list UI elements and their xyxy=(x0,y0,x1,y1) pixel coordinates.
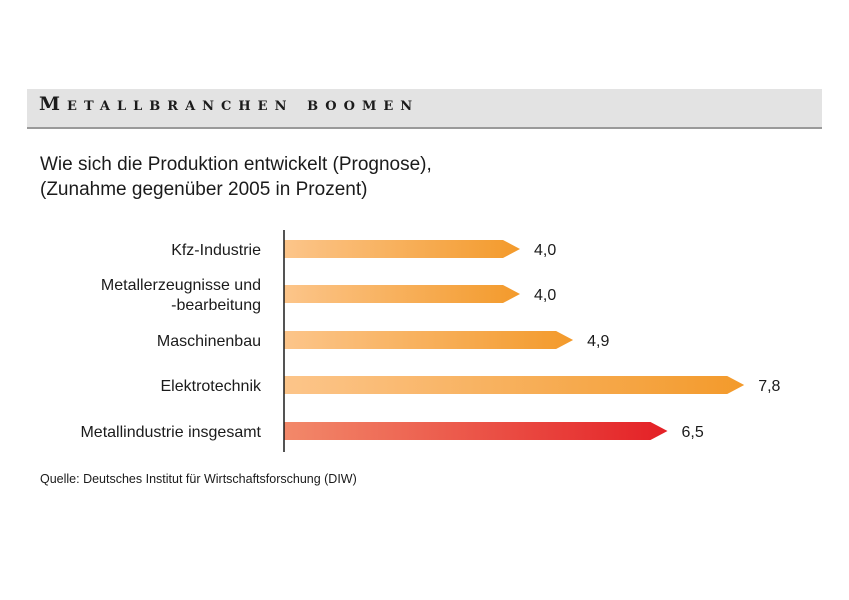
title-band: Metallbranchen boomen xyxy=(27,89,822,129)
subtitle-line-2: (Zunahme gegenüber 2005 in Prozent) xyxy=(40,179,368,200)
value-label-3: 7,8 xyxy=(758,378,780,395)
subtitle-line-1: Wie sich die Produktion entwickelt (Prog… xyxy=(40,154,432,175)
chart-title: Metallbranchen boomen xyxy=(39,93,420,115)
bar-0 xyxy=(284,240,520,258)
bar-2 xyxy=(284,331,574,349)
category-label-1: Metallerzeugnisse und -bearbeitung xyxy=(101,277,261,314)
value-label-0: 4,0 xyxy=(534,242,556,259)
value-label-2: 4,9 xyxy=(587,333,609,350)
category-label-2: Maschinenbau xyxy=(157,333,261,350)
bar-4 xyxy=(284,422,668,440)
category-label-4: Metallindustrie insgesamt xyxy=(80,424,261,441)
source-note: Quelle: Deutsches Institut für Wirtschaf… xyxy=(40,472,357,486)
category-label-3: Elektrotechnik xyxy=(161,378,262,395)
category-label-0: Kfz-Industrie xyxy=(171,242,261,259)
value-label-1: 4,0 xyxy=(534,287,556,304)
bar-3 xyxy=(284,376,745,394)
value-label-4: 6,5 xyxy=(682,424,704,441)
bar-1 xyxy=(284,285,520,303)
chart-subtitle: Wie sich die Produktion entwickelt (Prog… xyxy=(40,152,640,202)
